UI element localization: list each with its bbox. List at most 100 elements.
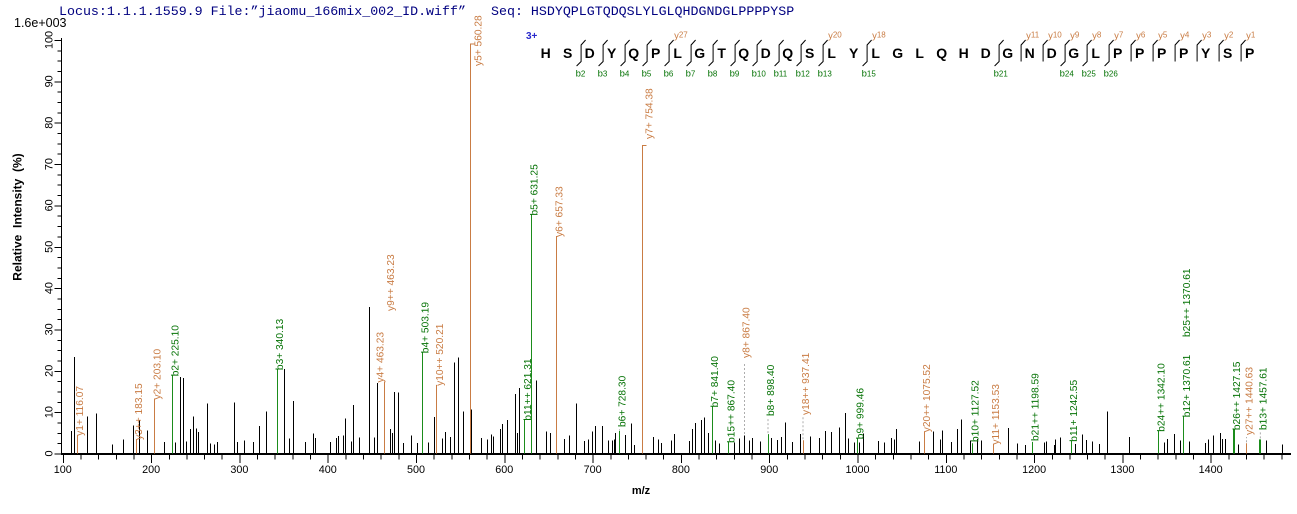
svg-text:300: 300 — [230, 464, 248, 476]
svg-text:800: 800 — [672, 464, 690, 476]
svg-text:S: S — [805, 45, 814, 61]
svg-text:y8+ 867.40: y8+ 867.40 — [742, 307, 753, 358]
svg-text:1400: 1400 — [1199, 464, 1223, 476]
svg-text:1100: 1100 — [934, 464, 957, 476]
svg-text:b21++ 1198.59: b21++ 1198.59 — [1031, 373, 1042, 441]
svg-text:80: 80 — [44, 117, 56, 129]
svg-text:y8: y8 — [1092, 31, 1102, 42]
svg-text:b6+ 728.30: b6+ 728.30 — [617, 375, 628, 427]
svg-text:400: 400 — [319, 464, 337, 476]
svg-text:y18: y18 — [872, 31, 886, 42]
svg-text:b12+ 1370.61: b12+ 1370.61 — [1182, 354, 1193, 417]
svg-text:b7+ 841.40: b7+ 841.40 — [710, 356, 721, 408]
svg-text:b3+ 340.13: b3+ 340.13 — [275, 318, 286, 370]
svg-text:b6: b6 — [664, 69, 674, 80]
svg-text:y9: y9 — [1070, 31, 1080, 42]
svg-text:b2+ 225.10: b2+ 225.10 — [171, 325, 182, 377]
svg-text:b13: b13 — [818, 69, 833, 80]
svg-text:1300: 1300 — [1110, 464, 1134, 476]
svg-text:y20++ 1075.52: y20++ 1075.52 — [922, 364, 933, 432]
svg-text:D: D — [585, 45, 595, 61]
svg-text:90: 90 — [44, 75, 56, 87]
svg-text:Q: Q — [782, 45, 793, 61]
svg-text:1.6e+003: 1.6e+003 — [14, 16, 67, 30]
svg-text:y7+ 754.38: y7+ 754.38 — [645, 88, 656, 139]
svg-text:Relative Intensity (%): Relative Intensity (%) — [11, 153, 25, 280]
svg-text:b8+ 898.40: b8+ 898.40 — [766, 364, 777, 416]
svg-text:b10: b10 — [752, 69, 767, 80]
svg-text:S: S — [563, 45, 572, 61]
svg-text:P: P — [1135, 45, 1144, 61]
svg-text:P: P — [1157, 45, 1166, 61]
svg-text:P: P — [1179, 45, 1188, 61]
svg-text:b2: b2 — [576, 69, 586, 80]
svg-text:b11++ 621.31: b11++ 621.31 — [523, 358, 534, 420]
svg-text:y9++ 463.23: y9++ 463.23 — [386, 254, 397, 311]
svg-text:1200: 1200 — [1022, 464, 1046, 476]
svg-text:b15++ 867.40: b15++ 867.40 — [727, 380, 738, 443]
svg-text:b10+ 1127.52: b10+ 1127.52 — [971, 380, 982, 442]
svg-text:30: 30 — [44, 323, 56, 335]
svg-text:L: L — [871, 45, 880, 61]
svg-text:y11+ 1153.53: y11+ 1153.53 — [991, 384, 1002, 445]
svg-text:y27: y27 — [674, 31, 688, 42]
svg-text:b7: b7 — [686, 69, 696, 80]
svg-text:S: S — [1223, 45, 1232, 61]
svg-text:100: 100 — [44, 31, 56, 49]
svg-text:P: P — [1113, 45, 1122, 61]
svg-text:0: 0 — [44, 450, 56, 456]
svg-text:3+: 3+ — [526, 31, 538, 42]
svg-text:y5: y5 — [1158, 31, 1168, 42]
svg-text:y18++ 937.41: y18++ 937.41 — [801, 352, 812, 415]
svg-text:900: 900 — [760, 464, 778, 476]
svg-text:Locus:1.1.1.1559.9 File:”jiaom: Locus:1.1.1.1559.9 File:”jiaomu_166mix_0… — [59, 4, 466, 19]
svg-text:m/z: m/z — [632, 485, 651, 497]
svg-text:N: N — [1025, 45, 1035, 61]
svg-text:b8: b8 — [708, 69, 718, 80]
svg-text:600: 600 — [495, 464, 513, 476]
svg-text:b11: b11 — [774, 69, 788, 80]
svg-text:L: L — [827, 45, 836, 61]
svg-text:H: H — [541, 45, 551, 61]
svg-text:Seq: HSDYQPLGTQDQSLYLGLQHDGNDG: Seq: HSDYQPLGTQDQSLYLGLQHDGNDGLPPPPYSP — [491, 4, 794, 19]
svg-text:y2: y2 — [1224, 31, 1234, 42]
svg-text:D: D — [761, 45, 771, 61]
svg-text:b26++ 1427.15: b26++ 1427.15 — [1232, 361, 1243, 430]
svg-text:y4: y4 — [1180, 31, 1190, 42]
svg-text:b21: b21 — [994, 69, 1009, 80]
svg-text:y1+ 116.07: y1+ 116.07 — [75, 386, 86, 436]
svg-text:b9: b9 — [730, 69, 740, 80]
svg-text:P: P — [1245, 45, 1254, 61]
svg-text:700: 700 — [584, 464, 602, 476]
svg-text:1000: 1000 — [845, 464, 869, 476]
svg-text:b11+ 1242.55: b11+ 1242.55 — [1069, 380, 1080, 442]
svg-text:Y: Y — [607, 45, 617, 61]
svg-text:b24++ 1342.10: b24++ 1342.10 — [1156, 363, 1167, 432]
svg-text:70: 70 — [44, 158, 56, 170]
svg-text:T: T — [717, 45, 726, 61]
svg-text:G: G — [694, 45, 705, 61]
svg-text:y4+ 463.23: y4+ 463.23 — [376, 332, 387, 383]
svg-text:y7: y7 — [1114, 31, 1124, 42]
svg-text:P: P — [651, 45, 660, 61]
svg-text:D: D — [981, 45, 991, 61]
svg-text:10: 10 — [44, 406, 56, 418]
svg-text:y20: y20 — [828, 31, 842, 42]
svg-text:Y: Y — [849, 45, 859, 61]
svg-text:y10++ 520.21: y10++ 520.21 — [435, 323, 446, 386]
svg-text:500: 500 — [407, 464, 425, 476]
svg-text:L: L — [1091, 45, 1100, 61]
svg-text:y11: y11 — [1026, 31, 1040, 42]
svg-text:100: 100 — [54, 464, 72, 476]
svg-text:b3: b3 — [598, 69, 608, 80]
svg-text:L: L — [673, 45, 682, 61]
svg-text:y6: y6 — [1136, 31, 1146, 42]
svg-text:G: G — [1068, 45, 1079, 61]
svg-text:b26: b26 — [1104, 69, 1119, 80]
svg-text:b25: b25 — [1082, 69, 1097, 80]
svg-text:b5: b5 — [642, 69, 652, 80]
svg-text:20: 20 — [44, 365, 56, 377]
svg-text:b4+ 503.19: b4+ 503.19 — [420, 302, 431, 354]
svg-text:G: G — [1002, 45, 1013, 61]
svg-text:b13+ 1457.61: b13+ 1457.61 — [1258, 367, 1269, 430]
